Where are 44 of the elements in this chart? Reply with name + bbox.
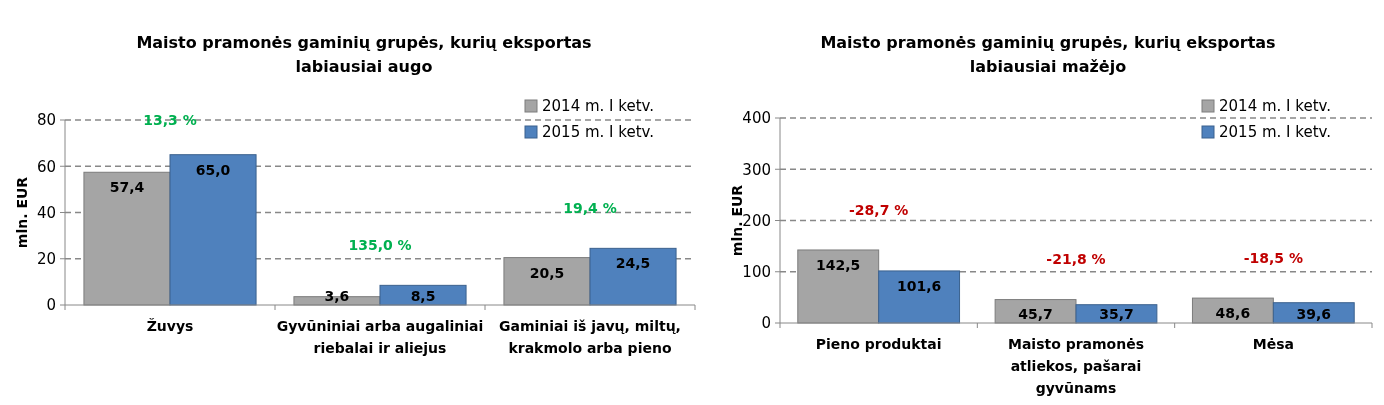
bar [589, 247, 677, 306]
annotation: 135,0 % [348, 237, 412, 254]
y-tick-label: 200 [742, 211, 771, 230]
legend-label: 2015 m. I ketv. [542, 123, 655, 142]
y-axis-title: mln. EUR [14, 176, 30, 249]
x-tick-label: Pieno produktai [815, 336, 942, 352]
annotation: 13,3 % [143, 111, 197, 128]
chart-title: Maisto pramonės gaminių grupės, kurių eksportas labiausiai mažėjo [820, 33, 1276, 76]
legend-label: 2015 m. I ketv. [1219, 123, 1332, 142]
data-label: 39,6 [1296, 306, 1332, 322]
x-tick-label: Gaminiai iš javų, miltų, krakmolo arba pieno [499, 318, 681, 356]
annotation: -21,8 % [1046, 251, 1106, 268]
x-tick-label: Mėsa [1252, 336, 1294, 352]
legend-label: 2014 m. I ketv. [1219, 97, 1332, 116]
y-tick-label: 40 [36, 203, 56, 222]
annotation: 19,4 % [563, 200, 617, 217]
data-label: 48,6 [1215, 305, 1251, 322]
data-label: 3,6 [324, 288, 350, 304]
chart-title: Maisto pramonės gaminių grupės, kurių eksportas labiausiai augo [136, 33, 592, 76]
data-label: 20,5 [529, 264, 565, 281]
data-label: 142,5 [816, 256, 861, 273]
y-tick-label: 100 [742, 263, 771, 281]
data-label: 35,7 [1099, 306, 1134, 322]
y-tick-label: 300 [742, 160, 771, 179]
data-label: 65,0 [195, 161, 231, 178]
data-label: 24,5 [615, 255, 651, 272]
data-label: 8,5 [410, 288, 436, 304]
bar [878, 270, 961, 324]
y-tick-label: 0 [46, 296, 56, 315]
data-label: 57,4 [109, 179, 145, 196]
annotation: -18,5 % [1243, 249, 1303, 266]
y-tick-label: 80 [36, 111, 56, 130]
annotation: -28,7 % [849, 201, 909, 218]
bar [169, 154, 257, 306]
y-tick-label: 400 [742, 109, 771, 128]
data-label: 101,6 [896, 277, 942, 294]
legend-label: 2014 m. I ketv. [542, 97, 655, 116]
data-label: 45,7 [1018, 306, 1053, 322]
y-tick-label: 20 [36, 250, 56, 268]
x-tick-label: Gyvūniniai arba augaliniai riebalai ir aliejus [276, 318, 484, 356]
y-tick-label: 0 [761, 314, 771, 333]
y-tick-label: 60 [36, 157, 56, 176]
x-tick-label: Maisto pramonės atliekos, pašarai gyvūnams [1007, 336, 1145, 396]
x-tick-label: Žuvys [146, 318, 194, 334]
